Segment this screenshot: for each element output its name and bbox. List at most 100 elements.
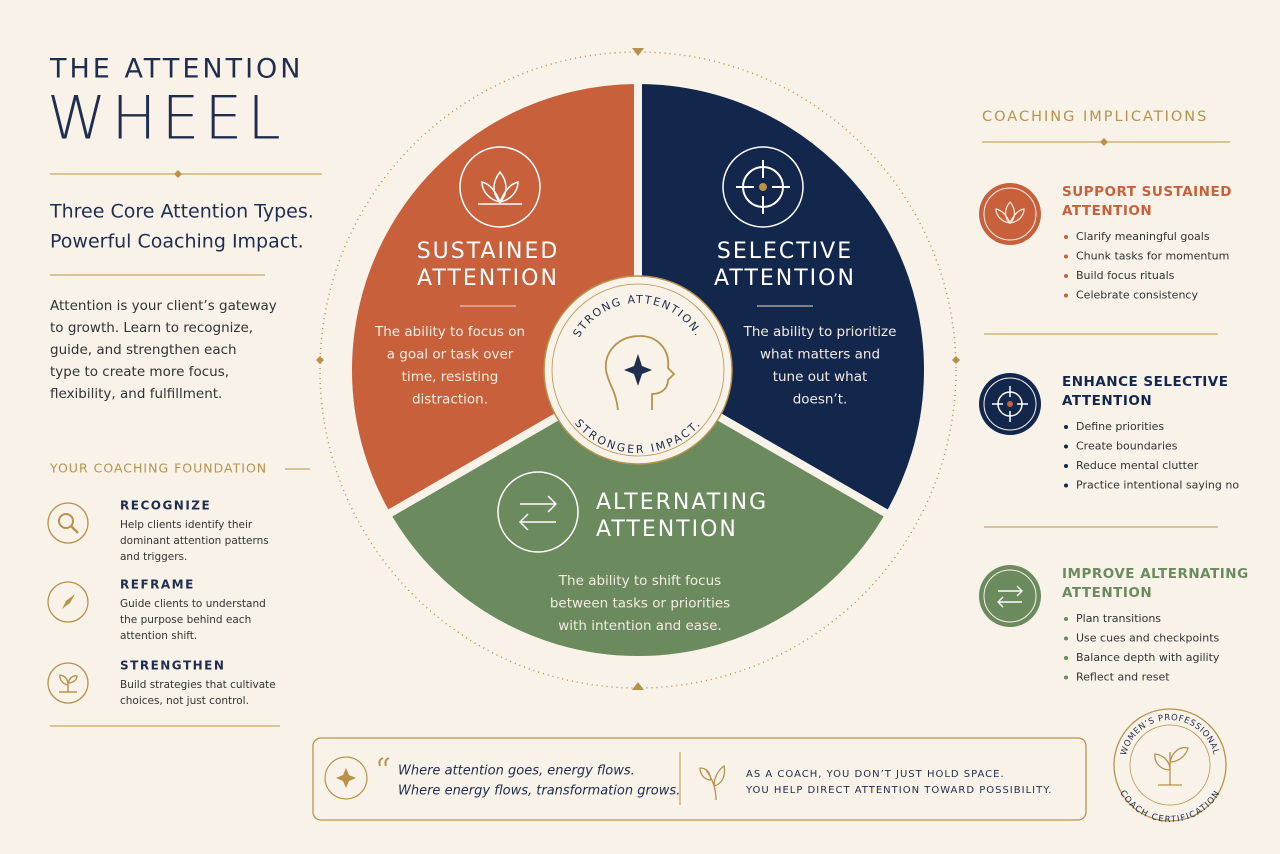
quote-box <box>312 737 1087 821</box>
implication-bullet: Use cues and checkpoints <box>1076 632 1220 645</box>
target <box>759 183 767 191</box>
outer-ring <box>319 51 957 689</box>
target <box>992 386 1028 422</box>
bullet <box>1064 617 1068 621</box>
bullet <box>1064 483 1068 488</box>
diamond <box>316 356 324 364</box>
implication-bullet: Balance depth with agility <box>1076 651 1220 664</box>
foundation-text: the purpose behind each <box>120 614 251 626</box>
icon <box>58 513 74 529</box>
hub-ring <box>551 283 725 457</box>
intro: to growth. Learn to recognize, <box>50 320 253 336</box>
arrows <box>997 585 1023 608</box>
badge <box>1129 724 1211 806</box>
lotus <box>995 201 1025 224</box>
implication-icon <box>979 565 1041 627</box>
segment-text: doesn’t. <box>793 392 848 408</box>
bullet <box>1064 425 1068 429</box>
implication-icon <box>979 183 1041 245</box>
foundation-heading: RECOGNIZE <box>120 499 211 513</box>
title-top: THE ATTENTION <box>49 54 303 85</box>
implication-heading: ENHANCE SELECTIVE <box>1062 374 1228 390</box>
intro: Attention is your client’s gateway <box>50 298 277 314</box>
foundation-heading: STRENGTHEN <box>120 659 225 673</box>
quote-line: Where energy flows, transformation grows… <box>398 784 680 799</box>
bullet <box>1064 636 1068 641</box>
intro: guide, and strengthen each <box>50 342 237 358</box>
segment-text: The ability to prioritize <box>743 324 897 340</box>
wheel-segment <box>382 366 894 664</box>
implication-bullet: Reflect and reset <box>1076 671 1170 684</box>
segment-text: a goal or task over <box>387 347 514 363</box>
foundation-text: Build strategies that cultivate <box>120 679 276 691</box>
segment-text: The ability to focus on <box>374 324 525 340</box>
head-icon <box>605 335 676 411</box>
section-title: COACHING IMPLICATIONS <box>982 109 1208 125</box>
implication-bullet: Clarify meaningful goals <box>1076 230 1210 243</box>
segment-icon <box>459 146 541 228</box>
foundation-text: attention shift. <box>120 630 197 642</box>
segment-title: ATTENTION <box>417 266 559 291</box>
implication-bullet: Celebrate consistency <box>1076 289 1198 302</box>
implication-heading: ATTENTION <box>1062 585 1152 601</box>
diamond <box>1100 138 1108 146</box>
tagline: Powerful Coaching Impact. <box>50 231 304 253</box>
coach-note: YOU HELP DIRECT ATTENTION TOWARD POSSIBI… <box>745 785 1052 796</box>
segment-title: ATTENTION <box>596 517 738 542</box>
segment-text: distraction. <box>412 392 488 408</box>
icon <box>62 594 75 609</box>
bullet <box>1064 235 1068 239</box>
bullet <box>1064 444 1068 449</box>
intro: type to create more focus, <box>50 364 229 380</box>
implication-icon <box>983 569 1037 623</box>
implication-bullet: Build focus rituals <box>1076 269 1175 282</box>
bullet <box>1064 675 1068 680</box>
implication-bullet: Chunk tasks for momentum <box>1076 250 1229 263</box>
foundation-text: Help clients identify their <box>120 519 253 531</box>
segment-text: time, resisting <box>402 369 499 385</box>
bullet <box>1064 656 1068 660</box>
segment-title: ATTENTION <box>714 266 856 291</box>
quote-mark <box>378 757 390 767</box>
segment-title: SELECTIVE <box>717 239 853 264</box>
section-title: YOUR COACHING FOUNDATION <box>49 461 267 476</box>
bullet <box>1064 274 1068 278</box>
segment-title: ALTERNATING <box>596 490 768 515</box>
marker <box>632 682 644 690</box>
quote-line: Where attention goes, energy flows. <box>398 764 635 779</box>
segment-text: between tasks or priorities <box>550 596 730 612</box>
target <box>736 160 790 214</box>
segment-text: tune out what <box>773 369 868 385</box>
icon <box>59 674 78 693</box>
implication-heading: ATTENTION <box>1062 203 1152 219</box>
icon-circle <box>47 502 89 544</box>
segment-text: what matters and <box>760 347 880 363</box>
icon <box>70 525 79 534</box>
bullet <box>1064 464 1068 468</box>
badge-plant <box>1154 746 1189 786</box>
diamond <box>174 170 182 178</box>
segment-icon <box>722 146 804 228</box>
segment-icon <box>497 471 579 553</box>
icon-circle <box>47 581 89 623</box>
foundation-text: choices, not just control. <box>120 695 249 707</box>
badge <box>1113 708 1227 822</box>
leaf-icon <box>699 764 726 801</box>
marker <box>632 48 644 56</box>
quote-icon <box>324 756 368 800</box>
arrows <box>518 495 558 531</box>
implication-icon <box>983 187 1037 241</box>
bullet <box>1064 254 1068 259</box>
implication-bullet: Create boundaries <box>1076 440 1178 453</box>
implication-heading: ATTENTION <box>1062 393 1152 409</box>
lotus <box>478 170 522 205</box>
icon-circle <box>47 662 89 704</box>
spark <box>336 768 356 788</box>
segment-text: The ability to shift focus <box>558 573 721 589</box>
coach-note: AS A COACH, YOU DON’T JUST HOLD SPACE. <box>746 769 1005 780</box>
implication-bullet: Define priorities <box>1076 420 1164 433</box>
implication-bullet: Reduce mental clutter <box>1076 459 1199 472</box>
target <box>1007 401 1013 407</box>
segment-text: with intention and ease. <box>558 618 721 634</box>
implication-heading: SUPPORT SUSTAINED <box>1062 184 1232 200</box>
